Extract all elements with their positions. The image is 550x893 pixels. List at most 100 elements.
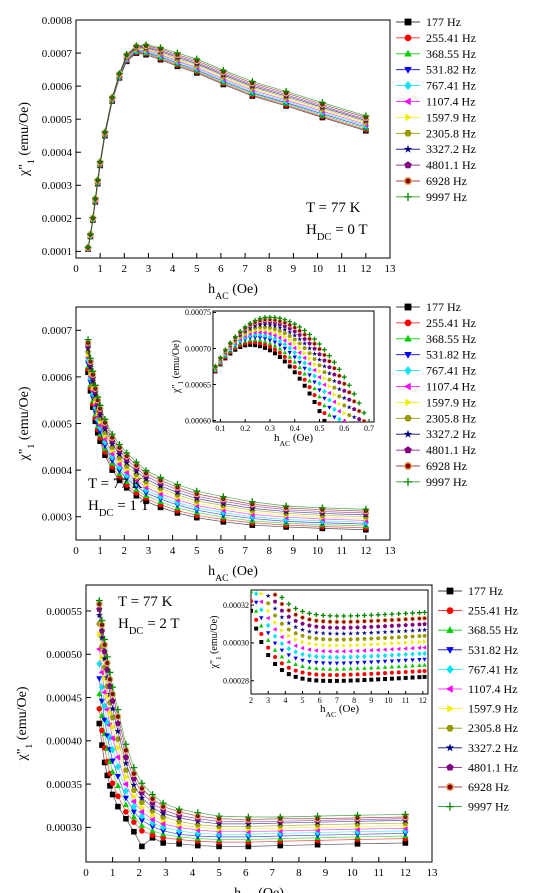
data-point xyxy=(123,449,131,457)
inset-data-point xyxy=(243,330,248,335)
data-point-shape xyxy=(139,843,145,850)
inset-data-point-shape xyxy=(376,641,381,647)
data-point-shape xyxy=(101,717,108,724)
inset-data-point xyxy=(259,591,264,596)
inset-data-point xyxy=(417,634,422,639)
inset-data-point xyxy=(320,613,326,618)
data-point xyxy=(97,438,103,445)
data-point xyxy=(139,804,146,811)
data-point-shape xyxy=(220,508,227,517)
inset-data-point xyxy=(279,668,284,673)
inset-data-point xyxy=(267,322,273,328)
data-point xyxy=(108,430,116,438)
inset-data-point-shape xyxy=(314,636,319,641)
data-point-shape xyxy=(138,808,145,815)
inset-data-point-shape xyxy=(272,327,278,331)
inset-data-point xyxy=(308,356,312,361)
inset-data-point-shape xyxy=(396,611,402,617)
legend-label: 4801.1 Hz xyxy=(426,158,476,172)
data-point-shape xyxy=(104,772,111,779)
inset-data-point-shape xyxy=(389,652,395,658)
inset-data-point xyxy=(213,363,218,369)
legend-marker xyxy=(404,81,412,91)
y-tick-label: 0.00040 xyxy=(46,736,82,748)
inset-data-point-shape xyxy=(273,655,278,660)
inset-data-point-shape xyxy=(293,656,298,661)
inset-data-point xyxy=(307,660,312,665)
legend-marker-shape xyxy=(445,743,455,752)
legend-marker-shape xyxy=(405,398,413,407)
inset-data-point xyxy=(253,343,258,348)
inset-data-point xyxy=(262,315,268,320)
data-point-shape xyxy=(149,816,155,823)
inset-data-point-shape xyxy=(227,340,233,346)
y-axis-label-rest: (emu/Oe) xyxy=(17,102,32,159)
inset-data-point-shape xyxy=(277,335,282,340)
inset-data-point-shape xyxy=(258,341,263,346)
data-point xyxy=(101,636,108,643)
data-point xyxy=(133,458,140,466)
inset-data-point-shape xyxy=(348,630,354,636)
data-point-shape xyxy=(131,793,138,800)
series-5 xyxy=(96,660,409,838)
inset-data-point xyxy=(254,556,259,561)
inset-data-point xyxy=(327,397,332,403)
x-tick-label: 0.7 xyxy=(364,424,374,433)
data-point-shape xyxy=(159,820,166,827)
data-point-shape xyxy=(114,727,122,735)
inset-data-point-shape xyxy=(422,669,427,674)
data-point-shape xyxy=(149,827,156,834)
inset-data-point xyxy=(327,421,332,422)
inset-data-point-shape xyxy=(410,628,416,633)
data-point xyxy=(95,611,103,619)
inset-data-point xyxy=(307,653,312,659)
inset-data-point-shape xyxy=(326,358,332,364)
legend-label: 6928 Hz xyxy=(468,780,509,794)
inset-data-point-shape xyxy=(272,315,278,320)
inset-data-point-shape xyxy=(267,331,272,336)
inset-data-point xyxy=(322,352,327,358)
x-axis-label: hAC (Oe) xyxy=(234,886,284,893)
inset-data-point xyxy=(306,628,312,634)
data-point xyxy=(193,55,201,63)
inset-data-point xyxy=(238,337,243,344)
inset-data-point-shape xyxy=(332,372,337,377)
inset-data-point-shape xyxy=(382,623,388,629)
data-point-shape xyxy=(122,781,129,788)
inset-data-point-shape xyxy=(368,630,374,635)
legend-label: 3327.2 Hz xyxy=(426,142,476,156)
inset-data-point xyxy=(282,350,288,355)
inset-data-point-shape xyxy=(254,617,259,622)
inset-data-point xyxy=(369,653,374,659)
inset-data-point-shape xyxy=(292,365,297,370)
data-point-shape xyxy=(176,827,183,835)
inset-data-point-shape xyxy=(317,346,322,352)
data-point-shape xyxy=(108,440,116,447)
inset-data-point xyxy=(243,343,248,348)
legend-marker xyxy=(404,18,412,26)
inset-data-point-shape xyxy=(317,401,322,406)
data-point xyxy=(150,812,156,819)
data-point-shape xyxy=(314,841,321,848)
data-point-shape xyxy=(94,393,102,401)
inset-data-point-shape xyxy=(267,314,273,320)
data-point xyxy=(96,720,103,727)
inset-data-point xyxy=(410,646,415,651)
inset-data-point-shape xyxy=(322,358,327,363)
inset-data-point xyxy=(376,677,381,682)
legend-marker xyxy=(403,382,411,391)
x-tick-label: 10 xyxy=(384,696,392,705)
inset-data-point-shape xyxy=(307,635,312,640)
inset-data-point xyxy=(300,609,305,614)
inset-data-point-shape xyxy=(293,649,298,655)
inset-data-point xyxy=(382,652,388,659)
data-point-shape xyxy=(109,780,116,787)
inset-data-point-shape xyxy=(410,640,415,645)
data-point-shape xyxy=(219,66,227,74)
inset-data-point xyxy=(382,623,388,629)
inset-data-point-shape xyxy=(272,613,278,618)
legend-marker-shape xyxy=(447,704,455,713)
inset-data-point-shape xyxy=(294,637,299,642)
inset-data-point xyxy=(267,348,272,353)
inset-data-point-shape xyxy=(341,637,346,642)
